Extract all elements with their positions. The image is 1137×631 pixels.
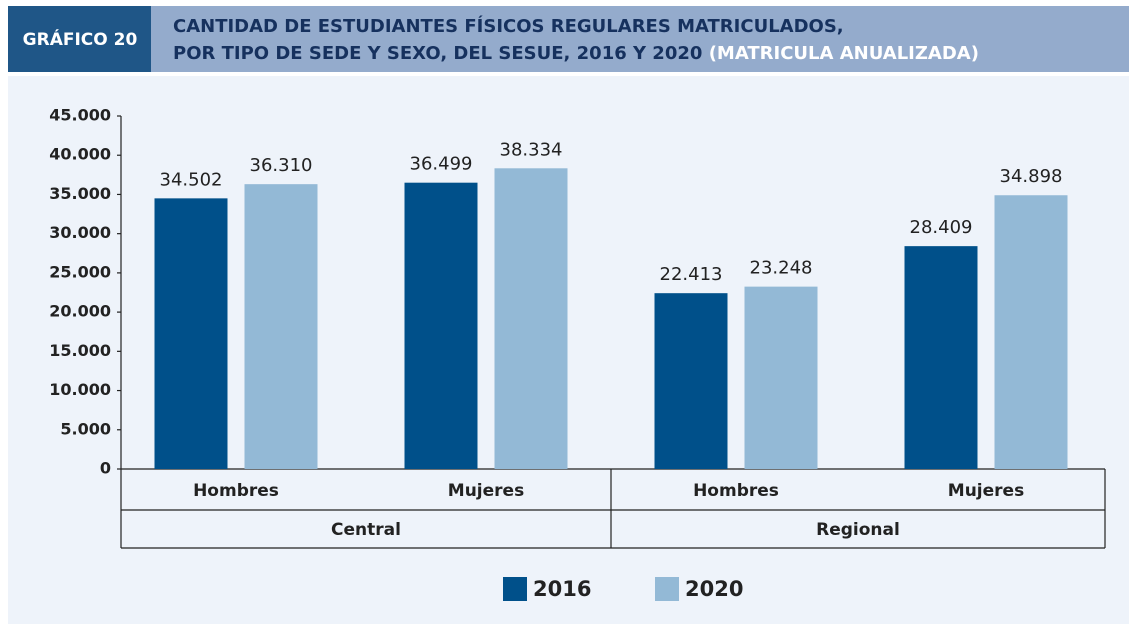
chart-title: CANTIDAD DE ESTUDIANTES FÍSICOS REGULARE… (173, 15, 844, 37)
x-tick-label: Hombres (693, 481, 779, 501)
bar (404, 182, 478, 470)
bar (744, 286, 818, 469)
value-label: 34.502 (160, 169, 223, 190)
y-tick-label: 25.000 (49, 262, 111, 281)
legend-label: 2016 (533, 577, 591, 601)
y-tick-label: 5.000 (60, 419, 111, 438)
y-tick-label: 20.000 (49, 302, 111, 321)
group-label: Central (331, 520, 401, 540)
x-tick-label: Mujeres (448, 481, 524, 501)
x-tick-label: Mujeres (948, 481, 1024, 501)
label-box (8, 6, 151, 72)
bar (494, 168, 568, 469)
value-label: 23.248 (750, 258, 813, 279)
legend-swatch (503, 577, 527, 601)
chart-label: GRÁFICO 20 (23, 28, 138, 50)
y-tick-label: 45.000 (49, 106, 111, 125)
legend-swatch (655, 577, 679, 601)
value-label: 28.409 (910, 217, 973, 238)
y-tick-label: 15.000 (49, 341, 111, 360)
value-label: 36.310 (250, 155, 313, 176)
y-tick-label: 30.000 (49, 223, 111, 242)
title-note: (MATRICULA ANUALIZADA) (709, 43, 979, 64)
title-band (151, 6, 1129, 72)
y-tick-label: 40.000 (49, 145, 111, 164)
bar (994, 195, 1068, 470)
legend-label: 2020 (685, 577, 743, 601)
chart-title: POR TIPO DE SEDE Y SEXO, DEL SESUE, 2016… (173, 43, 979, 64)
x-tick-label: Hombres (193, 481, 279, 501)
y-tick-label: 35.000 (49, 184, 111, 203)
bar (154, 198, 228, 469)
value-label: 22.413 (660, 264, 723, 285)
y-tick-label: 10.000 (49, 380, 111, 399)
value-label: 36.499 (410, 154, 473, 175)
bar (244, 184, 318, 470)
value-label: 38.334 (500, 139, 563, 160)
bar (654, 293, 728, 469)
group-label: Regional (816, 520, 900, 540)
y-tick-label: 0 (100, 459, 111, 478)
title-line: POR TIPO DE SEDE Y SEXO, DEL SESUE, 2016… (173, 43, 702, 64)
value-label: 34.898 (1000, 166, 1063, 187)
bar (904, 246, 978, 469)
